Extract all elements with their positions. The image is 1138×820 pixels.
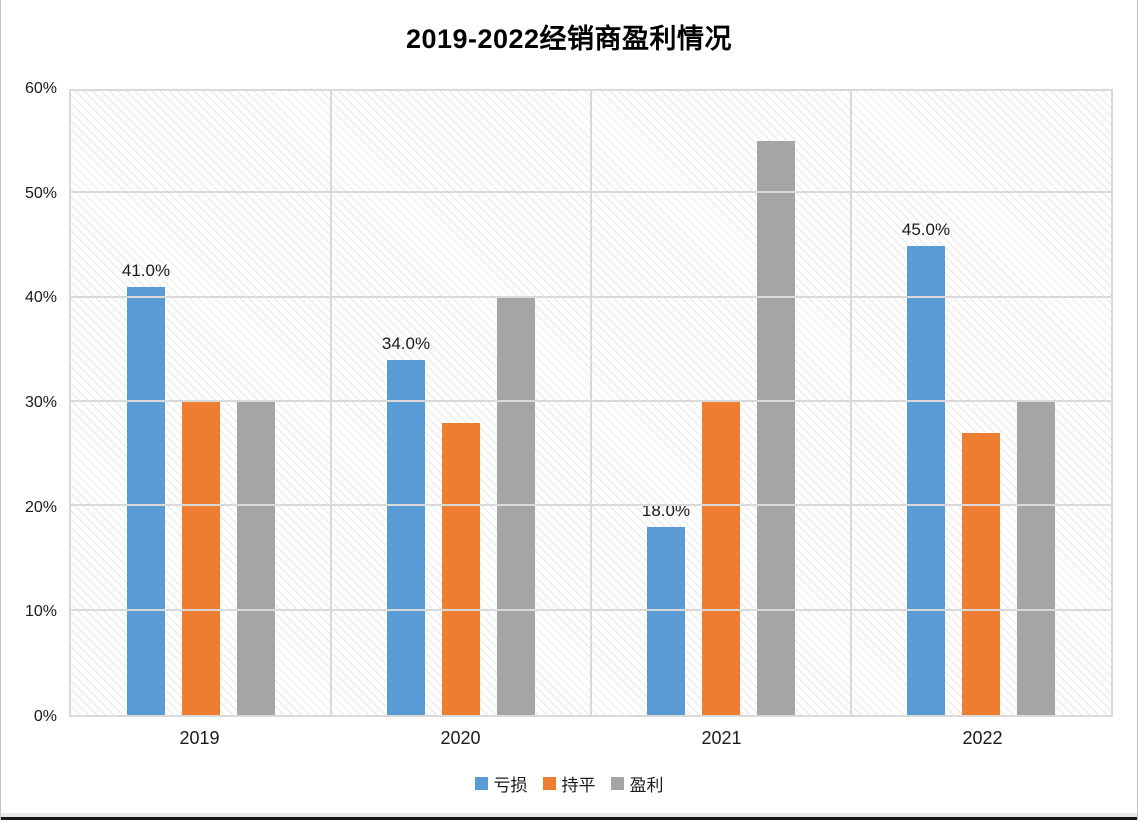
bar-series1-2022 bbox=[962, 433, 1000, 715]
data-label: 45.0% bbox=[901, 219, 951, 239]
legend-item-2: 盈利 bbox=[610, 771, 664, 796]
bar-series2-2021 bbox=[757, 141, 795, 715]
bar-groups: 41.0% 34.0% 18.0% 45.0% bbox=[71, 89, 1111, 715]
y-tick-label: 50% bbox=[24, 184, 57, 202]
legend: 亏损 持平 盈利 bbox=[1, 771, 1137, 796]
x-tick-label-2022: 2022 bbox=[962, 728, 1003, 748]
y-tick-label: 20% bbox=[24, 498, 57, 516]
category-separator bbox=[590, 89, 592, 715]
x-tick-label-2019: 2019 bbox=[179, 728, 220, 748]
plot-area: 41.0% 34.0% 18.0% 45.0% bbox=[69, 89, 1113, 717]
legend-swatch-icon bbox=[474, 777, 488, 790]
window-bottom-strip bbox=[1, 813, 1137, 817]
y-tick-label: 10% bbox=[24, 603, 57, 621]
category-separator bbox=[850, 89, 852, 715]
legend-swatch-icon bbox=[542, 777, 556, 790]
legend-label: 亏损 bbox=[493, 776, 528, 795]
category-separator bbox=[330, 89, 332, 715]
x-axis: 2019 2020 2021 2022 bbox=[69, 728, 1113, 749]
bar-series1-2019 bbox=[182, 402, 220, 715]
legend-item-1: 持平 bbox=[542, 771, 596, 796]
data-label: 34.0% bbox=[381, 334, 431, 354]
bar-group-2022: 45.0% bbox=[851, 89, 1111, 715]
bar-group-2019: 41.0% bbox=[71, 89, 331, 715]
bar-series2-2022 bbox=[1017, 402, 1055, 715]
bar-group-2021: 18.0% bbox=[591, 89, 851, 715]
window-bottom-edge bbox=[1, 817, 1137, 820]
legend-label: 持平 bbox=[561, 776, 596, 795]
y-tick-label: 60% bbox=[24, 80, 57, 97]
bar-series0-2019: 41.0% bbox=[122, 261, 170, 715]
y-tick-label: 40% bbox=[24, 289, 57, 307]
bar-group-2020: 34.0% bbox=[331, 89, 591, 715]
bar-series2-2019 bbox=[237, 402, 275, 715]
legend-label: 盈利 bbox=[629, 776, 664, 795]
y-tick-label: 0% bbox=[33, 708, 57, 725]
bar-series1-2020 bbox=[442, 422, 480, 715]
chart-title: 2019-2022经销商盈利情况 bbox=[405, 24, 733, 54]
x-tick-label-2021: 2021 bbox=[701, 728, 742, 748]
bar-series0-2022: 45.0% bbox=[902, 220, 950, 715]
y-tick-label: 30% bbox=[24, 394, 57, 411]
bar-series0-2020: 34.0% bbox=[382, 334, 430, 715]
legend-swatch-icon bbox=[610, 777, 624, 790]
x-tick-label-2020: 2020 bbox=[440, 728, 481, 748]
y-axis: 0% 10% 20% 30% 40% 50% 60% bbox=[1, 80, 57, 725]
legend-item-0: 亏损 bbox=[474, 771, 528, 796]
bar-series0-2021: 18.0% bbox=[642, 501, 690, 715]
data-label: 41.0% bbox=[121, 261, 171, 281]
bar-series1-2021 bbox=[702, 402, 740, 715]
